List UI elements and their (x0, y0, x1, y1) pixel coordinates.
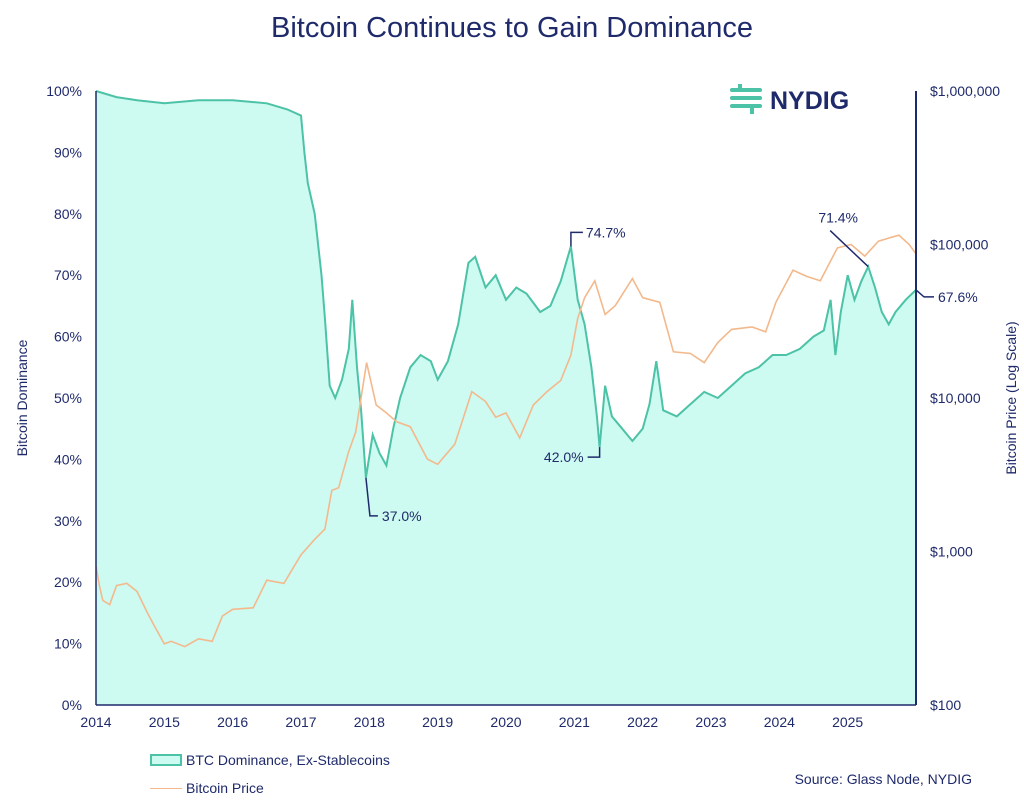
y-tick-label: 80% (54, 206, 82, 222)
x-tick-label: 2021 (559, 714, 590, 730)
y2-tick-label: $100 (930, 697, 961, 713)
y-tick-label: 50% (54, 390, 82, 406)
annotation-label: 42.0% (544, 449, 584, 465)
y2-tick-label: $1,000 (930, 544, 973, 560)
y-tick-label: 60% (54, 329, 82, 345)
y2-tick-label: $100,000 (930, 237, 989, 253)
x-tick-label: 2024 (764, 714, 795, 730)
y2-tick-label: $1,000,000 (930, 83, 1000, 99)
x-tick-label: 2023 (695, 714, 726, 730)
x-tick-label: 2016 (217, 714, 248, 730)
annotation-leader (829, 230, 869, 268)
y-tick-label: 0% (62, 697, 82, 713)
annotation-leader (365, 477, 378, 517)
legend-label-price: Bitcoin Price (186, 780, 264, 796)
annotation-leader (570, 231, 583, 247)
x-tick-label: 2020 (490, 714, 521, 730)
legend-item-dominance: BTC Dominance, Ex-Stablecoins (150, 752, 390, 768)
x-tick-label: 2014 (80, 714, 111, 730)
y-axis-label: Bitcoin Dominance (14, 339, 30, 456)
y-tick-label: 100% (46, 83, 82, 99)
x-tick-label: 2015 (149, 714, 180, 730)
y-tick-label: 70% (54, 267, 82, 283)
legend-swatch-dominance (150, 754, 182, 766)
x-tick-label: 2017 (285, 714, 316, 730)
x-tick-label: 2022 (627, 714, 658, 730)
annotation-leader (915, 289, 934, 298)
price-line (95, 234, 917, 648)
svg-text:NYDIG: NYDIG (770, 87, 849, 115)
y2-tick-label: $10,000 (930, 390, 981, 406)
annotation-label: 74.7% (586, 224, 626, 240)
y-tick-label: 30% (54, 513, 82, 529)
legend-swatch-price (150, 787, 182, 789)
y2-axis-label: Bitcoin Price (Log Scale) (1003, 321, 1019, 474)
x-tick-label: 2019 (422, 714, 453, 730)
y-tick-label: 20% (54, 574, 82, 590)
annotation-label: 67.6% (938, 289, 978, 305)
chart-title: Bitcoin Continues to Gain Dominance (271, 12, 753, 44)
y-tick-label: 90% (54, 144, 82, 160)
x-tick-label: 2025 (832, 714, 863, 730)
dominance-area (96, 91, 916, 705)
annotation-label: 71.4% (818, 210, 858, 226)
y-tick-label: 10% (54, 636, 82, 652)
legend-label-dominance: BTC Dominance, Ex-Stablecoins (186, 752, 390, 768)
x-tick-label: 2018 (354, 714, 385, 730)
dominance-line (95, 90, 917, 478)
nydig-logo: NYDIG (730, 84, 849, 115)
annotation-label: 37.0% (382, 508, 422, 524)
legend-item-price: Bitcoin Price (150, 780, 264, 796)
annotation-leader (587, 447, 601, 458)
y-tick-label: 40% (54, 451, 82, 467)
source-note: Source: Glass Node, NYDIG (794, 771, 972, 787)
